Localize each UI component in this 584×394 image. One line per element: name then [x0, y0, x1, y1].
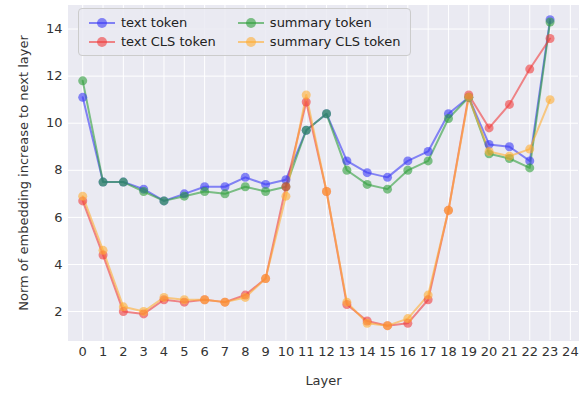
svg-text:23: 23 [542, 344, 559, 359]
html-text:text token: text token [121, 15, 188, 30]
svg-text:9: 9 [261, 344, 269, 359]
svg-text:Norm of embedding increase to: Norm of embedding increase to next layer [16, 35, 31, 311]
svg-text:22: 22 [521, 344, 538, 359]
svg-text:12: 12 [46, 68, 63, 83]
svg-text:8: 8 [241, 344, 249, 359]
html-text:summary CLS token: summary CLS token [269, 34, 401, 49]
svg-text:3: 3 [140, 344, 148, 359]
svg-text:10: 10 [278, 344, 295, 359]
svg-text:21: 21 [501, 344, 518, 359]
html-text:text CLS token: text CLS token [121, 34, 216, 49]
svg-text:2: 2 [54, 304, 62, 319]
svg-text:5: 5 [180, 344, 188, 359]
svg-text:8: 8 [54, 162, 62, 177]
svg-text:15: 15 [379, 344, 396, 359]
svg-text:11: 11 [298, 344, 315, 359]
svg-text:Layer: Layer [305, 373, 342, 388]
svg-text:24: 24 [562, 344, 579, 359]
svg-text:18: 18 [440, 344, 457, 359]
svg-text:12: 12 [318, 344, 335, 359]
svg-text:14: 14 [46, 21, 63, 36]
svg-text:19: 19 [461, 344, 478, 359]
svg-text:6: 6 [54, 210, 62, 225]
svg-text:13: 13 [339, 344, 356, 359]
svg-text:4: 4 [54, 257, 62, 272]
html-text:summary token: summary token [269, 15, 372, 30]
svg-text:0: 0 [79, 344, 87, 359]
svg-text:7: 7 [221, 344, 229, 359]
svg-text:6: 6 [200, 344, 208, 359]
svg-text:2: 2 [119, 344, 127, 359]
svg-text:4: 4 [160, 344, 168, 359]
svg-text:14: 14 [359, 344, 376, 359]
svg-text:20: 20 [481, 344, 498, 359]
svg-text:16: 16 [400, 344, 417, 359]
svg-text:10: 10 [46, 115, 63, 130]
svg-text:1: 1 [99, 344, 107, 359]
svg-text:17: 17 [420, 344, 437, 359]
